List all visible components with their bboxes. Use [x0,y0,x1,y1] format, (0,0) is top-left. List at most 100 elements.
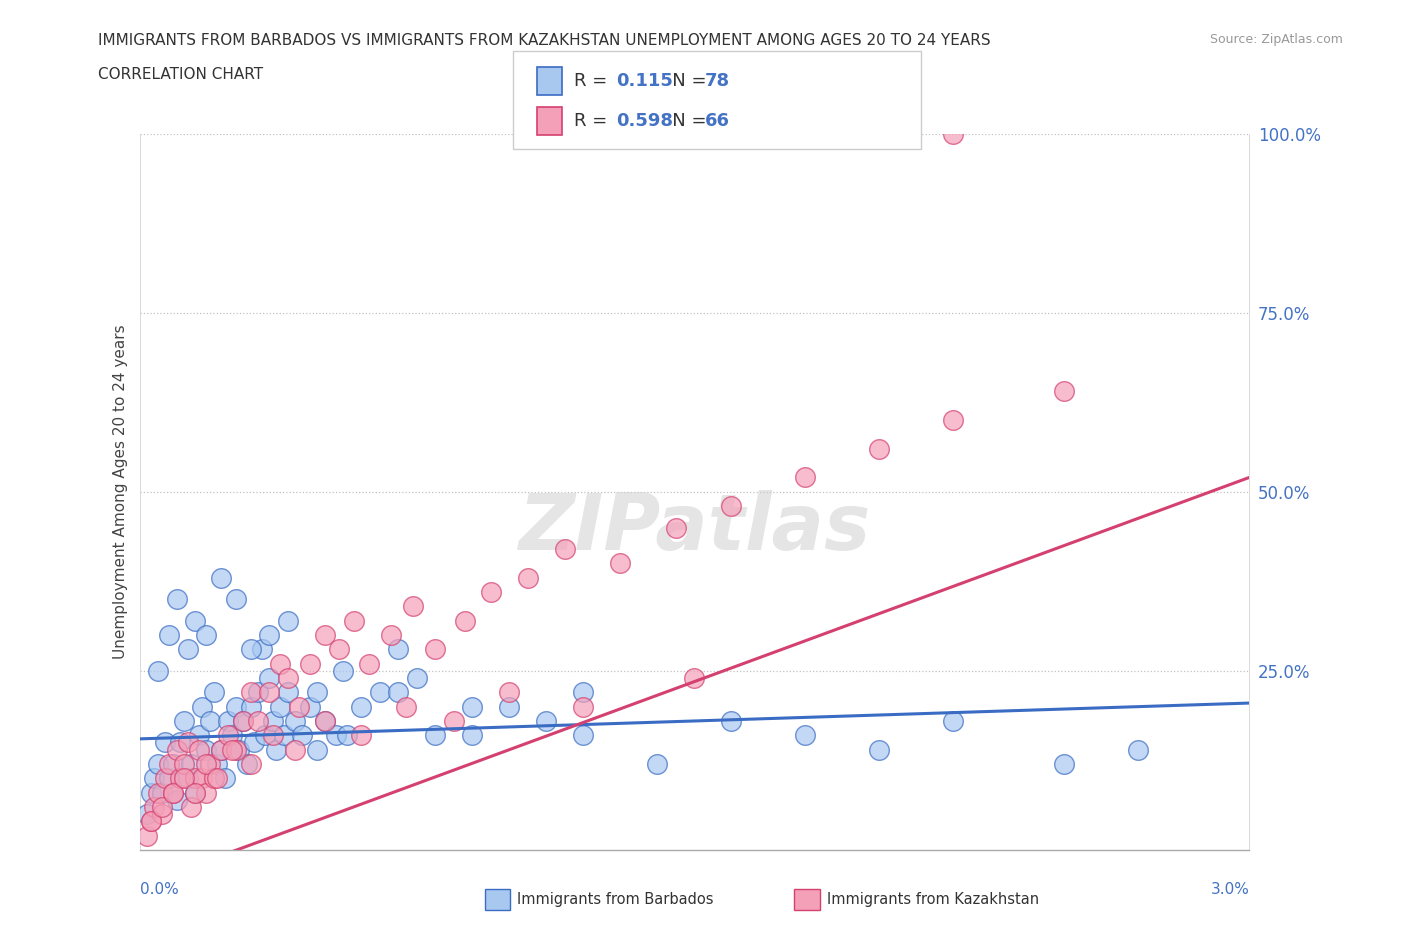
Point [209,570,232,585]
Point [443,713,465,728]
Point [461,728,484,743]
Text: R =: R = [574,72,619,90]
Point [232,713,254,728]
Point [155,771,177,786]
Point [143,771,166,786]
Point [395,699,418,714]
Point [402,599,425,614]
Point [276,684,298,699]
Point [232,713,254,728]
Point [266,742,288,757]
Point [195,785,218,800]
Point [1128,742,1150,757]
Point [647,756,669,771]
Point [942,413,965,428]
Point [1053,384,1076,399]
Point [554,541,576,556]
Point [517,570,540,585]
Text: N =: N = [655,112,713,130]
Point [166,792,188,807]
Point [572,728,595,743]
Point [139,814,162,829]
Point [225,742,247,757]
Point [276,613,298,628]
Point [176,735,198,750]
Point [498,699,520,714]
Text: 78: 78 [704,72,730,90]
Point [284,742,307,757]
Point [572,699,595,714]
Point [150,785,173,800]
Point [254,728,277,743]
Point [325,728,347,743]
Point [198,756,221,771]
Point [357,657,380,671]
Point [498,684,520,699]
Point [139,814,162,829]
Point [380,628,402,643]
Point [146,785,169,800]
Point [314,713,336,728]
Point [202,684,225,699]
Point [202,771,225,786]
Point [328,642,350,657]
Point [146,756,169,771]
Point [217,728,239,743]
Point [794,728,817,743]
Point [169,735,191,750]
Point [262,728,284,743]
Point [221,728,243,743]
Point [307,742,329,757]
Point [291,728,314,743]
Text: R =: R = [574,112,613,130]
Point [205,756,228,771]
Point [136,828,159,843]
Point [239,699,262,714]
Point [143,800,166,815]
Point [195,628,218,643]
Point [284,713,307,728]
Point [209,742,232,757]
Point [336,728,359,743]
Point [609,556,631,571]
Point [720,713,742,728]
Point [246,713,269,728]
Point [387,642,409,657]
Point [184,785,207,800]
Point [209,742,232,757]
Point [198,713,221,728]
Point [184,771,207,786]
Point [314,713,336,728]
Point [150,800,173,815]
Point [794,470,817,485]
Point [536,713,558,728]
Point [162,785,184,800]
Text: 0.115: 0.115 [616,72,672,90]
Point [195,742,218,757]
Point [166,742,188,757]
Point [387,684,409,699]
Point [176,771,198,786]
Point [273,728,295,743]
Point [298,699,321,714]
Point [191,771,214,786]
Point [136,806,159,821]
Point [262,713,284,728]
Point [195,756,218,771]
Point [332,663,354,678]
Point [250,642,273,657]
Point [720,498,742,513]
Point [461,699,484,714]
Point [180,800,202,815]
Point [191,699,214,714]
Point [214,771,236,786]
Point [368,684,391,699]
Y-axis label: Unemployment Among Ages 20 to 24 years: Unemployment Among Ages 20 to 24 years [114,325,128,659]
Point [169,771,191,786]
Text: ZIPatlas: ZIPatlas [519,489,870,565]
Point [157,628,180,643]
Point [276,671,298,685]
Point [572,684,595,699]
Point [225,591,247,606]
Point [173,713,195,728]
